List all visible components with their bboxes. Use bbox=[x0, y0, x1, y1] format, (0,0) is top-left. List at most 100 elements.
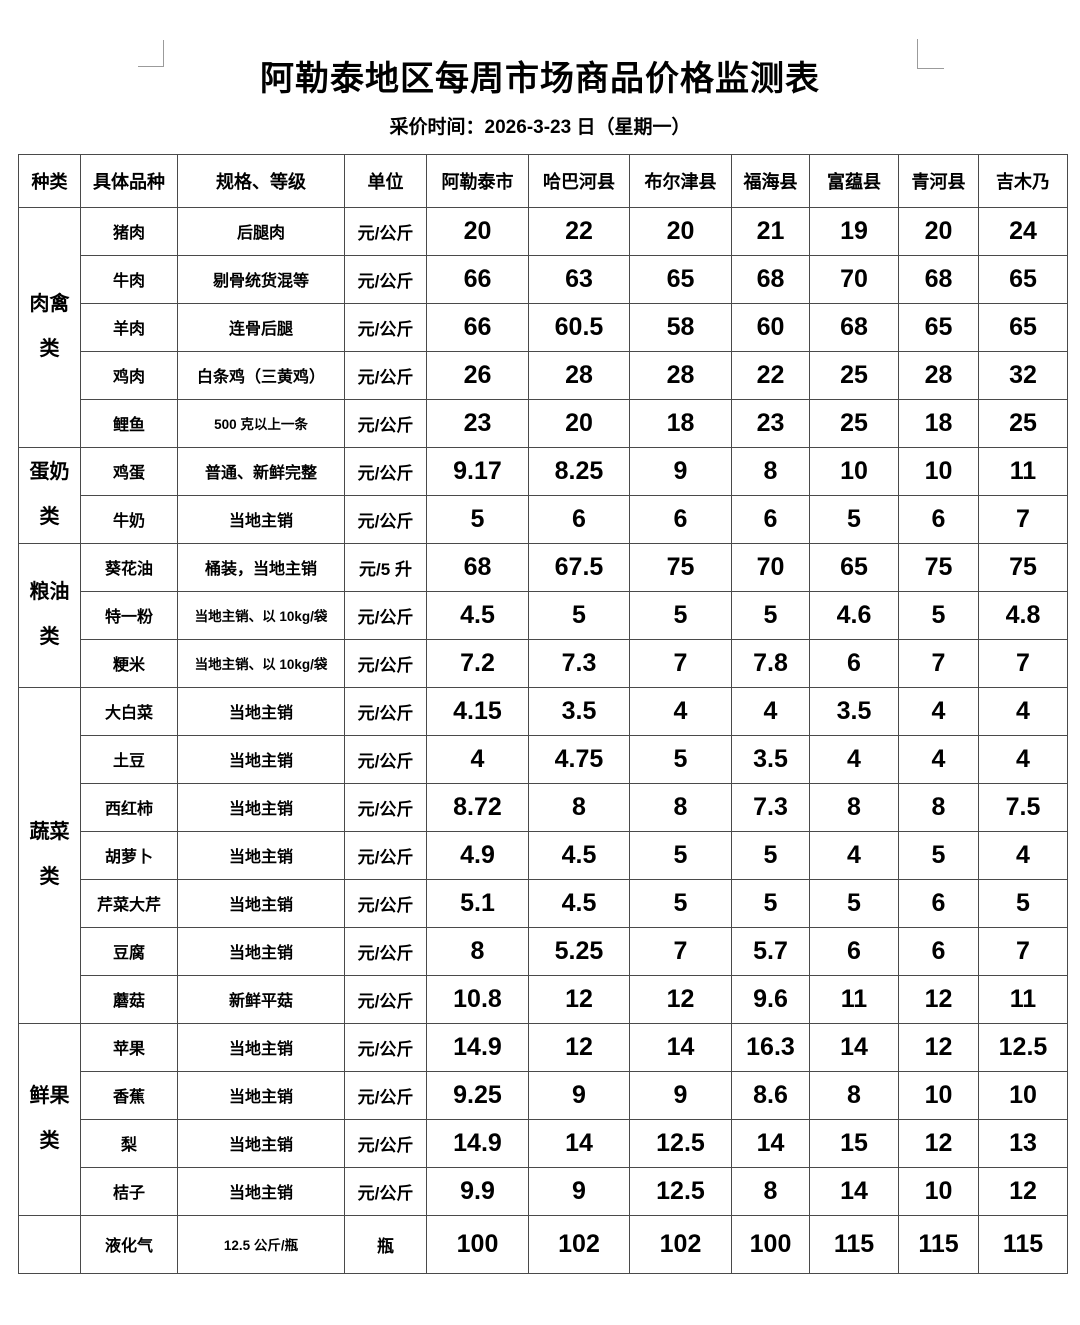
table-row: 香蕉 当地主销 元/公斤 9.25 9 9 8.6 8 10 10 bbox=[19, 1070, 1068, 1120]
spec-cell: 连骨后腿 bbox=[177, 302, 345, 352]
column-header-2: 规格、等级 bbox=[177, 153, 345, 208]
category-cell: 蔬菜类 bbox=[18, 686, 81, 1024]
price-cell: 8 bbox=[898, 782, 979, 832]
price-cell: 10 bbox=[898, 1070, 979, 1120]
price-cell: 4.5 bbox=[528, 830, 630, 880]
price-cell: 12 bbox=[898, 1022, 979, 1072]
price-cell: 7.3 bbox=[528, 638, 630, 688]
price-cell: 4 bbox=[629, 686, 732, 736]
unit-cell: 元/公斤 bbox=[344, 782, 427, 832]
price-cell: 14 bbox=[528, 1118, 630, 1168]
price-cell: 70 bbox=[809, 254, 899, 304]
price-cell: 12 bbox=[528, 974, 630, 1024]
price-cell: 3.5 bbox=[809, 686, 899, 736]
item-name-cell: 蘑菇 bbox=[80, 974, 178, 1024]
price-cell: 3.5 bbox=[731, 734, 810, 784]
item-name-cell: 粳米 bbox=[80, 638, 178, 688]
price-cell: 4.8 bbox=[978, 590, 1068, 640]
price-cell: 12.5 bbox=[629, 1166, 732, 1216]
spec-cell: 当地主销 bbox=[177, 1118, 345, 1168]
column-header-3: 单位 bbox=[344, 153, 427, 208]
table-row: 粳米 当地主销、以 10kg/袋 元/公斤 7.2 7.3 7 7.8 6 7 7 bbox=[19, 638, 1068, 688]
price-cell: 65 bbox=[629, 254, 732, 304]
category-cell bbox=[18, 1214, 81, 1274]
category-cell: 鲜果类 bbox=[18, 1022, 81, 1216]
price-cell: 67.5 bbox=[528, 542, 630, 592]
price-cell: 20 bbox=[629, 206, 732, 256]
price-table: 种类 具体品种 规格、等级 单位 阿勒泰市 哈巴河县 布尔津县 福海县 富蕴县 青河县 吉木乃 肉禽… bbox=[18, 153, 1068, 1274]
page-subtitle: 采价时间：2026-3-23 日（星期一） bbox=[389, 116, 691, 138]
price-cell: 102 bbox=[528, 1214, 630, 1274]
price-cell: 4 bbox=[809, 830, 899, 880]
category-cell: 粮油类 bbox=[18, 542, 81, 688]
spec-cell: 当地主销 bbox=[177, 782, 345, 832]
table-row: 胡萝卜 当地主销 元/公斤 4.9 4.5 5 5 4 5 4 bbox=[19, 830, 1068, 880]
price-cell: 58 bbox=[629, 302, 732, 352]
column-header-5: 哈巴河县 bbox=[528, 153, 630, 208]
price-cell: 12 bbox=[528, 1022, 630, 1072]
unit-cell: 元/公斤 bbox=[344, 1166, 427, 1216]
price-cell: 20 bbox=[426, 206, 529, 256]
column-header-4: 阿勒泰市 bbox=[426, 153, 529, 208]
price-cell: 8 bbox=[731, 1166, 810, 1216]
price-cell: 4 bbox=[978, 830, 1068, 880]
price-cell: 4.9 bbox=[426, 830, 529, 880]
unit-cell: 元/公斤 bbox=[344, 638, 427, 688]
price-cell: 9.6 bbox=[731, 974, 810, 1024]
price-cell: 8 bbox=[629, 782, 732, 832]
price-cell: 8.6 bbox=[731, 1070, 810, 1120]
price-cell: 115 bbox=[898, 1214, 979, 1274]
price-cell: 7 bbox=[898, 638, 979, 688]
unit-cell: 元/公斤 bbox=[344, 1022, 427, 1072]
price-cell: 14 bbox=[809, 1022, 899, 1072]
spec-cell: 当地主销 bbox=[177, 494, 345, 544]
price-cell: 68 bbox=[809, 302, 899, 352]
price-cell: 6 bbox=[898, 494, 979, 544]
price-cell: 65 bbox=[898, 302, 979, 352]
price-cell: 4 bbox=[978, 734, 1068, 784]
price-cell: 75 bbox=[898, 542, 979, 592]
price-cell: 20 bbox=[898, 206, 979, 256]
price-cell: 100 bbox=[426, 1214, 529, 1274]
price-cell: 115 bbox=[809, 1214, 899, 1274]
column-header-6: 布尔津县 bbox=[629, 153, 732, 208]
price-cell: 19 bbox=[809, 206, 899, 256]
price-cell: 9 bbox=[528, 1166, 630, 1216]
price-cell: 11 bbox=[978, 446, 1068, 496]
price-cell: 60.5 bbox=[528, 302, 630, 352]
price-cell: 7 bbox=[978, 926, 1068, 976]
price-cell: 60 bbox=[731, 302, 810, 352]
price-cell: 6 bbox=[629, 494, 732, 544]
price-cell: 4 bbox=[809, 734, 899, 784]
price-cell: 115 bbox=[978, 1214, 1068, 1274]
price-cell: 4 bbox=[898, 686, 979, 736]
price-cell: 5 bbox=[731, 590, 810, 640]
spec-cell: 当地主销、以 10kg/袋 bbox=[177, 638, 345, 688]
price-cell: 9 bbox=[629, 446, 732, 496]
item-name-cell: 豆腐 bbox=[80, 926, 178, 976]
price-cell: 6 bbox=[731, 494, 810, 544]
unit-cell: 元/公斤 bbox=[344, 734, 427, 784]
item-name-cell: 桔子 bbox=[80, 1166, 178, 1216]
price-cell: 4 bbox=[731, 686, 810, 736]
price-cell: 14.9 bbox=[426, 1022, 529, 1072]
price-cell: 70 bbox=[731, 542, 810, 592]
spec-cell: 12.5 公斤/瓶 bbox=[177, 1214, 345, 1274]
item-name-cell: 液化气 bbox=[80, 1214, 178, 1274]
table-row: 牛肉 剔骨统货混等 元/公斤 66 63 65 68 70 68 65 bbox=[19, 254, 1068, 304]
price-cell: 12.5 bbox=[629, 1118, 732, 1168]
price-cell: 11 bbox=[978, 974, 1068, 1024]
price-cell: 11 bbox=[809, 974, 899, 1024]
price-cell: 12 bbox=[898, 1118, 979, 1168]
column-header-10: 吉木乃 bbox=[978, 153, 1068, 208]
spec-cell: 当地主销 bbox=[177, 734, 345, 784]
table-row: 梨当地主销 元/公斤 14.9 14 12.5 14 15 12 13 bbox=[19, 1118, 1068, 1168]
unit-cell: 元/公斤 bbox=[344, 878, 427, 928]
unit-cell: 元/公斤 bbox=[344, 590, 427, 640]
price-cell: 8.72 bbox=[426, 782, 529, 832]
price-cell: 9.9 bbox=[426, 1166, 529, 1216]
column-header-7: 福海县 bbox=[731, 153, 810, 208]
price-cell: 8 bbox=[731, 446, 810, 496]
spec-cell: 当地主销、以 10kg/袋 bbox=[177, 590, 345, 640]
